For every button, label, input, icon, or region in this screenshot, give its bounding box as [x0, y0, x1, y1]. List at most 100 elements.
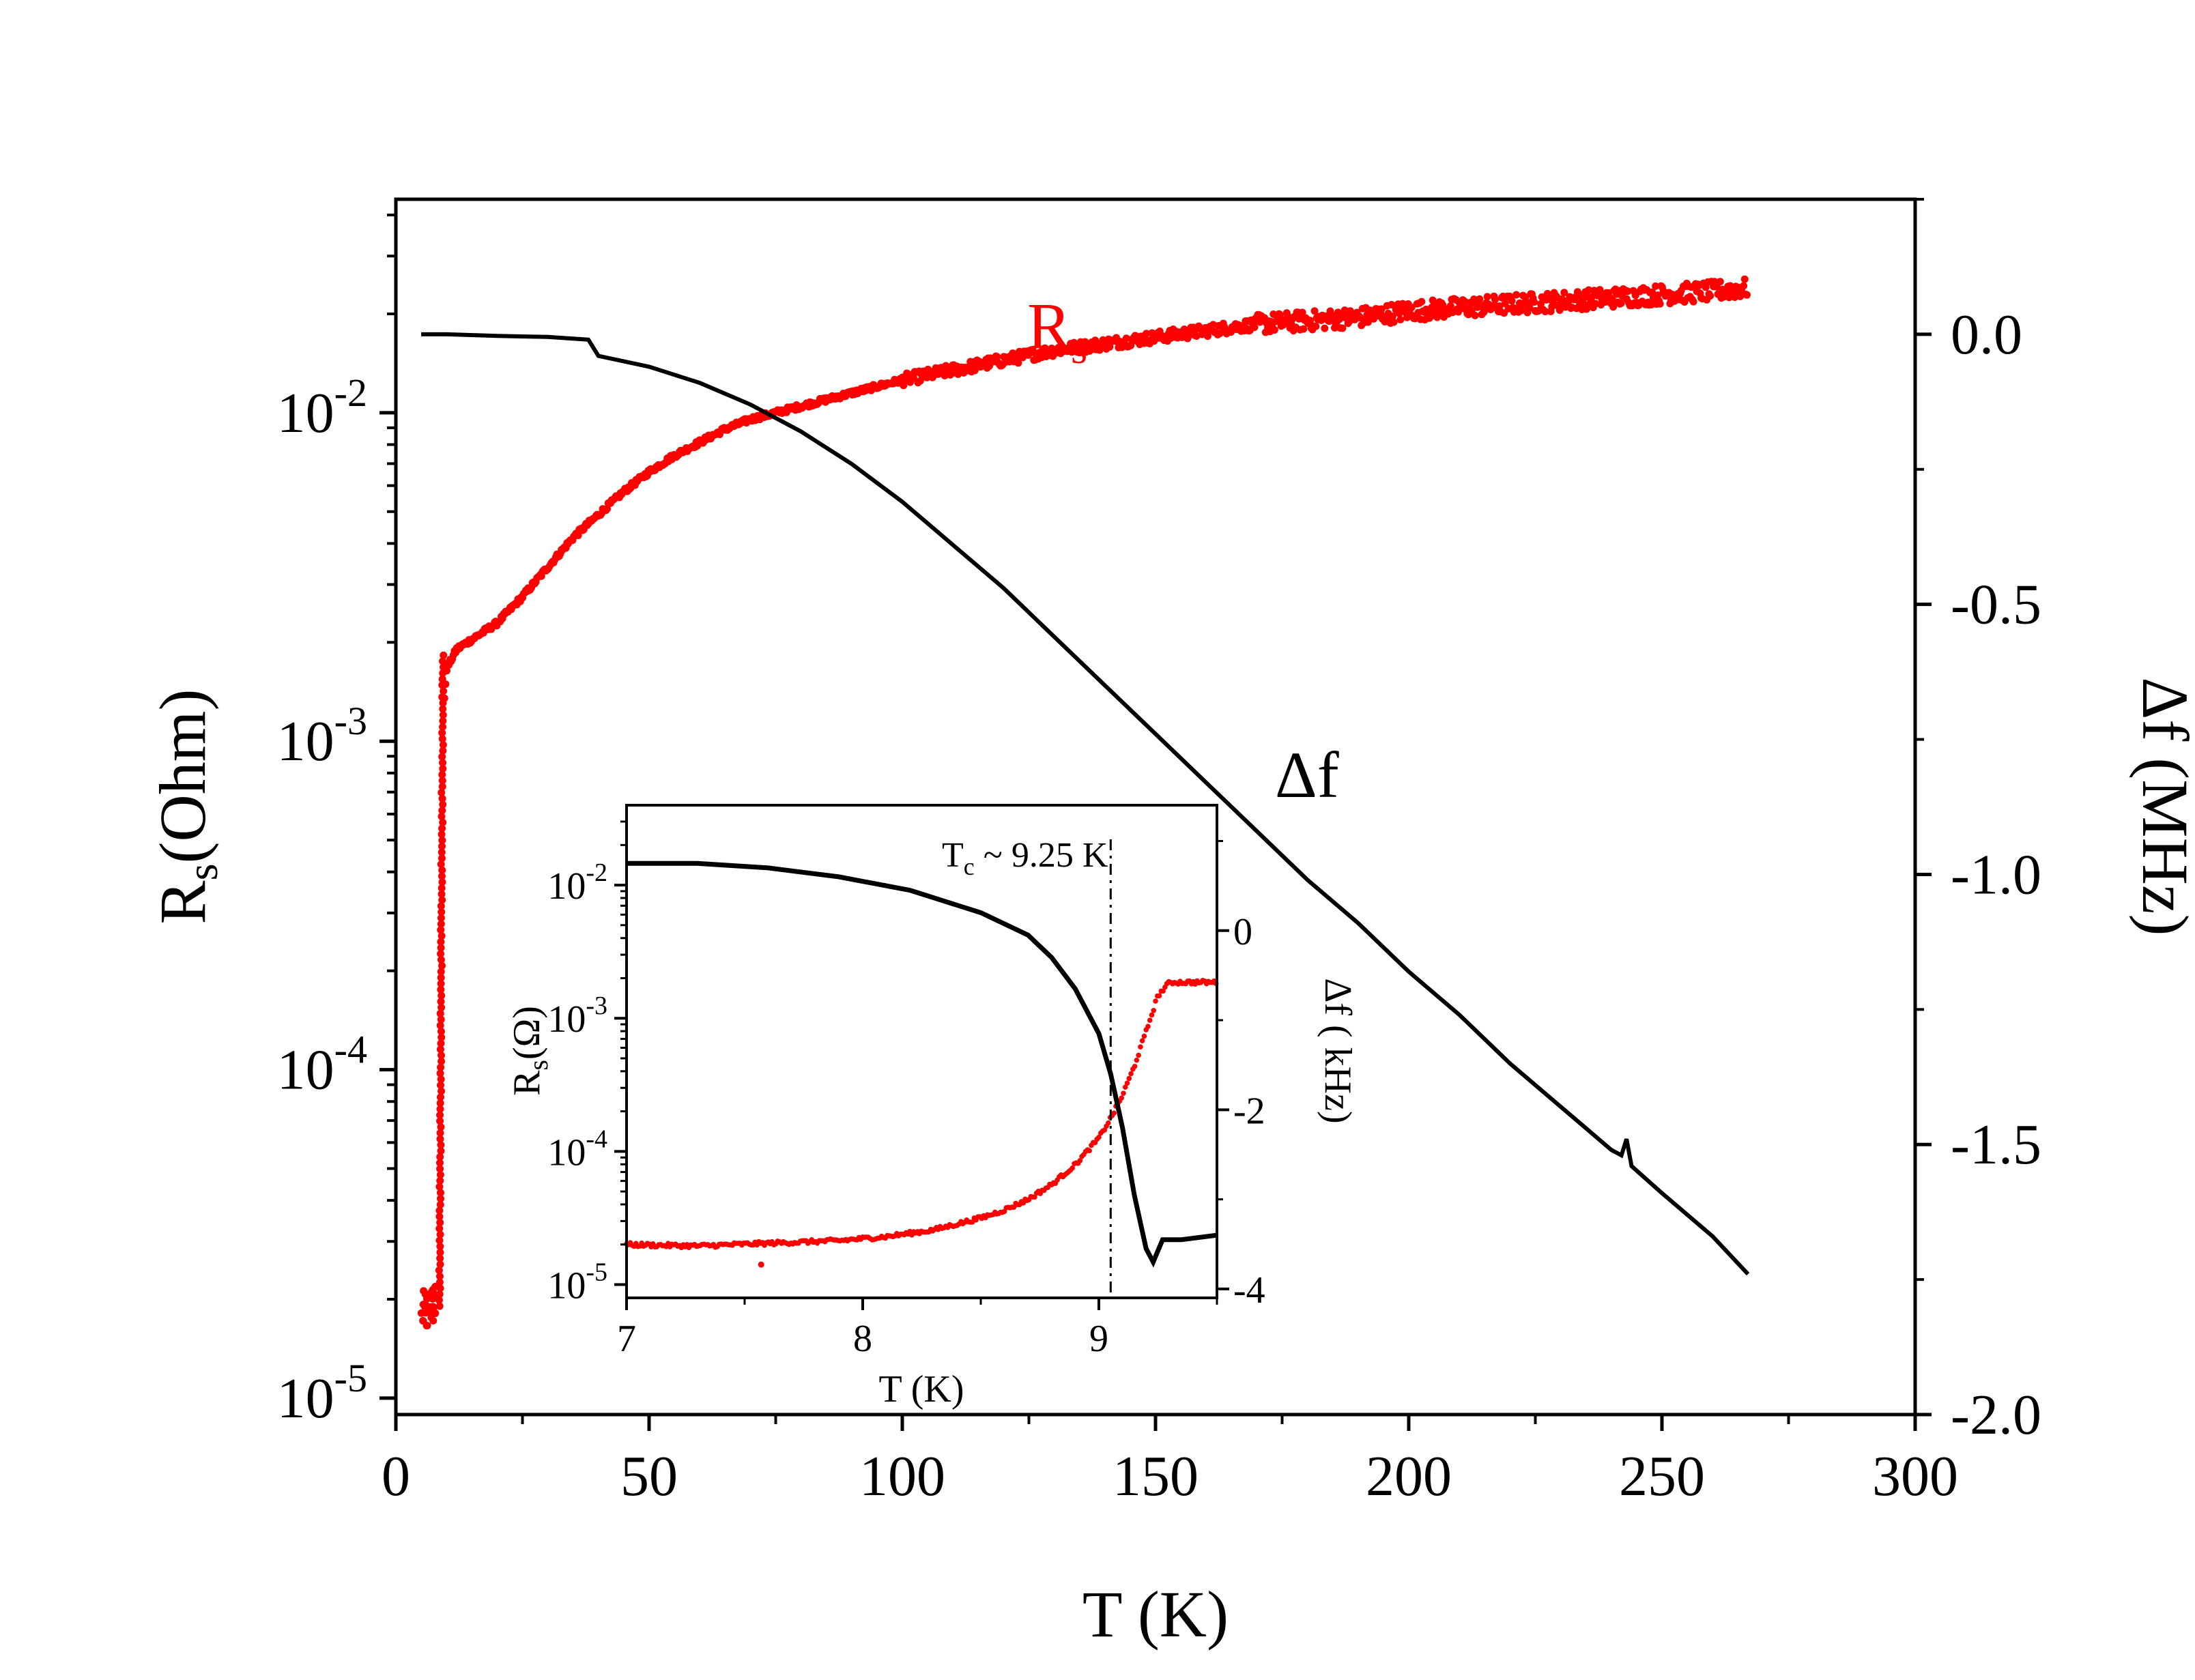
inset-tc-annotation: Tc ~ 9.25 K: [942, 836, 1108, 880]
inset-rs-point: [1119, 1095, 1125, 1101]
inset-y-right-axis-label: Δf ( kHz): [1317, 978, 1359, 1123]
main-rs-point: [439, 764, 447, 772]
main-y-left-axis-ticks: 10-5 10-4 10-3 10-2: [277, 214, 396, 1430]
main-rs-point: [437, 1063, 445, 1071]
main-rs-point: [437, 932, 446, 940]
main-rs-point: [909, 374, 917, 382]
main-rs-point: [1508, 297, 1516, 305]
main-rs-point: [436, 1069, 444, 1077]
inset-rs-point: [758, 1261, 764, 1268]
main-rs-point: [436, 1009, 444, 1017]
main-rs-point: [437, 920, 445, 928]
main-rs-point: [438, 896, 446, 904]
rs-series-annotation: Rs: [1027, 289, 1087, 373]
main-rs-point: [1654, 291, 1662, 300]
main-rs-point: [437, 1141, 445, 1149]
main-rs-point: [1740, 275, 1749, 283]
main-rs-point: [439, 723, 447, 731]
inset-rs-point: [1147, 1017, 1153, 1023]
main-rs-point: [1731, 293, 1739, 302]
main-rs-point: [436, 1135, 444, 1143]
main-rs-point: [439, 800, 447, 809]
main-rs-point: [435, 1224, 444, 1232]
main-rs-point: [436, 1081, 444, 1089]
df-series-annotation: Δf: [1275, 738, 1339, 811]
inset-y-left-axis-ticks: 10-5 10-4 10-3 10-2: [547, 820, 627, 1307]
main-rs-point: [438, 783, 446, 791]
main-rs-point: [437, 1015, 445, 1024]
main-rs-point: [1512, 291, 1521, 299]
main-rs-point: [437, 1039, 445, 1047]
inset-rs-point: [1102, 1127, 1108, 1133]
main-rs-point: [1310, 307, 1319, 315]
main-rs-point: [437, 968, 445, 976]
main-rs-point: [437, 961, 446, 970]
inset-rs-point: [1138, 1044, 1143, 1049]
main-rs-point: [435, 1236, 444, 1245]
main-rs-series: [417, 275, 1751, 1330]
main-rs-point: [439, 716, 447, 725]
main-rs-point: [436, 1117, 444, 1125]
main-rs-point: [437, 908, 446, 916]
main-rs-point: [431, 1294, 439, 1302]
main-rs-point: [438, 735, 446, 743]
main-rs-point: [1396, 315, 1405, 323]
inset-x-tick-label: 9: [1089, 1318, 1108, 1360]
main-rs-point: [435, 1183, 444, 1191]
main-rs-point: [993, 353, 1001, 361]
main-rs-point: [1491, 295, 1500, 304]
inset-y-right-tick-label: -2: [1233, 1090, 1265, 1132]
main-rs-point: [437, 950, 445, 958]
main-rs-point: [437, 830, 446, 839]
main-rs-point: [436, 1254, 444, 1262]
inset-rs-point: [1106, 1120, 1111, 1126]
main-rs-point: [437, 944, 445, 952]
main-rs-point: [436, 1189, 444, 1197]
main-y-right-tick-label: 0.0: [1951, 303, 2022, 366]
main-rs-point: [437, 813, 446, 821]
main-rs-point: [438, 794, 446, 802]
main-rs-point: [1617, 299, 1625, 307]
main-rs-point: [1689, 298, 1697, 306]
main-x-tick-label: 250: [1619, 1445, 1705, 1508]
main-rs-point: [1418, 298, 1426, 306]
inset-y-left-tick-label: 10-2: [547, 858, 607, 908]
main-rs-point: [1203, 332, 1211, 341]
main-y-left-tick-label: 10-5: [277, 1356, 367, 1430]
main-rs-point: [1483, 293, 1491, 301]
main-rs-point: [435, 1266, 443, 1275]
inset-rs-point: [1132, 1063, 1138, 1069]
main-rs-point: [436, 1045, 444, 1054]
main-rs-point: [436, 1099, 444, 1107]
main-rs-point: [436, 1230, 444, 1239]
inset-rs-point: [1032, 1194, 1037, 1200]
main-rs-point: [1143, 330, 1151, 338]
main-rs-point: [436, 1171, 444, 1179]
main-rs-point: [437, 788, 446, 796]
main-y-left-tick-label: 10-3: [277, 699, 367, 773]
main-x-tick-label: 0: [382, 1445, 410, 1508]
main-rs-point: [1306, 317, 1315, 325]
main-rs-point: [1312, 322, 1320, 330]
main-rs-point: [1716, 278, 1724, 286]
inset-rs-point: [1020, 1200, 1027, 1206]
main-y-left-tick-label: 10-2: [277, 371, 367, 445]
main-x-tick-label: 50: [620, 1445, 678, 1508]
main-rs-point: [1592, 300, 1600, 308]
main-rs-point: [439, 705, 447, 713]
main-rs-point: [1624, 287, 1632, 295]
inset-y-left-tick-label: 10-4: [547, 1125, 607, 1174]
main-rs-point: [1560, 289, 1568, 297]
main-rs-point: [1706, 292, 1715, 300]
main-rs-point: [437, 1123, 445, 1131]
main-rs-point: [1740, 282, 1748, 290]
inset-rs-point: [1096, 1134, 1102, 1140]
main-y-right-tick-label: -0.5: [1951, 573, 2041, 637]
main-y-right-axis-label: Δf (MHz): [2129, 678, 2195, 936]
main-rs-point: [435, 1213, 444, 1221]
main-rs-point: [436, 1243, 444, 1251]
main-rs-point: [437, 974, 445, 982]
main-rs-point: [429, 1308, 437, 1316]
main-rs-point: [438, 770, 446, 779]
